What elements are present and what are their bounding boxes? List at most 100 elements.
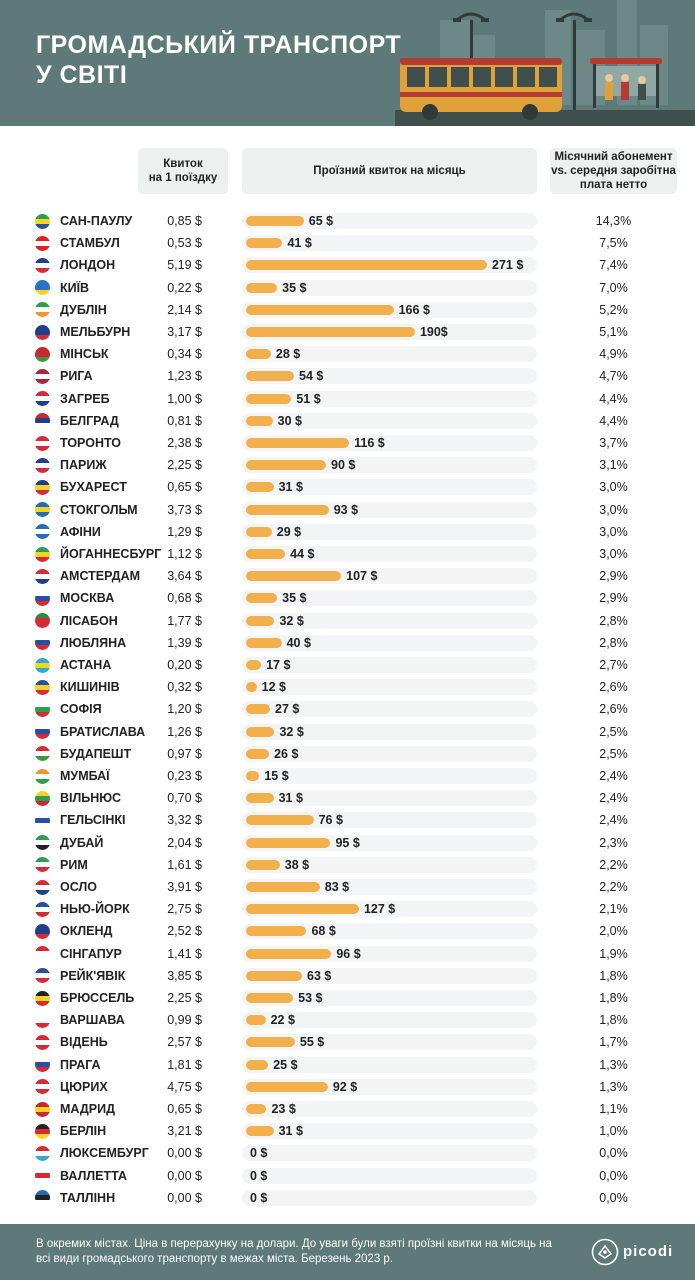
single-ticket-price: 2,14 $ (167, 302, 202, 317)
monthly-pass-value-label: 63 $ (307, 968, 332, 983)
monthly-pass-bar (246, 526, 272, 537)
salary-ratio-value: 2,1% (599, 902, 628, 917)
salary-ratio-value: 2,9% (599, 569, 628, 584)
salary-ratio-value: 4,4% (599, 413, 628, 428)
single-ticket-price: 0,68 $ (167, 591, 202, 606)
city-name: САН-ПАУЛУ (60, 214, 133, 228)
country-flag-icon (35, 590, 50, 606)
city-name: ТАЛЛІНН (60, 1190, 116, 1205)
monthly-pass-bar (246, 904, 359, 915)
salary-ratio-value: 14,3% (595, 214, 632, 228)
table-row: МЕЛЬБУРН 3,17 $ 190$ 5,1% (0, 321, 695, 343)
city-name: КИШИНІВ (60, 680, 120, 695)
monthly-pass-value-label: 35 $ (282, 280, 307, 295)
country-flag-icon (35, 235, 50, 251)
single-ticket-price: 2,38 $ (167, 436, 202, 450)
salary-ratio-value: 1,8% (599, 968, 628, 983)
monthly-pass-value-label: 29 $ (276, 524, 302, 539)
title-line-2: У СВІТІ (36, 61, 128, 89)
table-row: ВІДЕНЬ 2,57 $ 55 $ 1,7% (0, 1031, 695, 1053)
table-row: РИГА 1,23 $ 54 $ 4,7% (0, 365, 695, 387)
bar-track (242, 213, 537, 229)
salary-ratio-value: 5,2% (599, 302, 628, 317)
salary-ratio-value: 1,3% (599, 1079, 628, 1094)
city-name: КИЇВ (60, 280, 90, 295)
monthly-pass-bar (246, 593, 278, 604)
monthly-pass-value-label: 31 $ (278, 1124, 303, 1139)
bar-track (242, 1012, 537, 1029)
title-line-1: ГРОМАДСЬКИЙ ТРАНСПОРТ (36, 31, 402, 59)
salary-ratio-value: 0,0% (599, 1190, 628, 1205)
table-row: БУХАРЕСТ 0,65 $ 31 $ 3,0% (0, 476, 695, 498)
monthly-pass-value-label: 51 $ (296, 391, 321, 406)
single-ticket-price: 3,64 $ (167, 569, 202, 584)
city-name: ТОРОНТО (60, 436, 122, 450)
bar-track (242, 390, 537, 407)
table-row: МУМБАЇ 0,23 $ 15 $ 2,4% (0, 765, 695, 787)
country-flag-icon (35, 1012, 50, 1028)
bar-track (242, 701, 537, 718)
monthly-pass-bar (246, 859, 280, 870)
salary-ratio-value: 2,8% (599, 613, 628, 628)
table-row: ЦЮРИХ 4,75 $ 92 $ 1,3% (0, 1076, 695, 1098)
single-ticket-price: 1,23 $ (167, 369, 202, 384)
salary-ratio-value: 1,8% (599, 1013, 628, 1028)
single-ticket-price: 2,25 $ (167, 991, 202, 1005)
city-name: ДУБАЙ (60, 835, 104, 850)
monthly-pass-value-label: 31 $ (278, 480, 303, 495)
salary-ratio-value: 2,8% (599, 635, 628, 650)
single-ticket-price: 4,75 $ (167, 1079, 202, 1094)
monthly-pass-value-label: 41 $ (287, 236, 312, 251)
single-ticket-price: 0,23 $ (167, 769, 202, 783)
salary-ratio-value: 2,2% (599, 857, 628, 872)
monthly-pass-value-label: 22 $ (270, 1013, 295, 1028)
single-ticket-price: 1,41 $ (167, 946, 202, 961)
bar-track (242, 235, 537, 252)
monthly-pass-value-label: 38 $ (284, 857, 310, 872)
country-flag-icon (35, 1190, 50, 1206)
single-ticket-price: 0,32 $ (167, 680, 202, 695)
country-flag-icon (35, 701, 50, 717)
country-flag-icon (35, 502, 50, 518)
table-row: МАДРИД 0,65 $ 23 $ 1,1% (0, 1098, 695, 1120)
country-flag-icon (35, 546, 50, 562)
monthly-pass-bar (246, 1126, 274, 1137)
single-ticket-price: 2,25 $ (167, 458, 202, 473)
table-row: ВІЛЬНЮС 0,70 $ 31 $ 2,4% (0, 787, 695, 809)
single-ticket-price: 2,52 $ (167, 924, 202, 939)
bar-track (242, 612, 537, 629)
monthly-pass-value-label: 40 $ (286, 635, 311, 650)
single-ticket-price: 1,26 $ (167, 724, 202, 739)
salary-ratio-value: 2,5% (599, 746, 628, 761)
salary-ratio-value: 1,1% (599, 1102, 628, 1116)
monthly-pass-bar (246, 660, 262, 670)
table-row: КИШИНІВ 0,32 $ 12 $ 2,6% (0, 676, 695, 698)
monthly-pass-bar (246, 882, 320, 892)
table-row: СТАМБУЛ 0,53 $ 41 $ 7,5% (0, 232, 695, 254)
country-flag-icon (35, 1034, 50, 1050)
monthly-pass-value-label: 44 $ (290, 547, 315, 561)
salary-ratio-value: 3,7% (599, 436, 628, 450)
monthly-pass-bar (246, 216, 304, 226)
city-name: ГЕЛЬСІНКІ (60, 813, 126, 828)
single-ticket-price: 3,21 $ (167, 1124, 202, 1139)
table-row: СІНГАПУР 1,41 $ 96 $ 1,9% (0, 943, 695, 965)
salary-ratio-value: 7,0% (599, 280, 628, 295)
city-name: СІНГАПУР (60, 946, 122, 961)
monthly-pass-value-label: 35 $ (282, 591, 307, 606)
column-header-line: Квиток (163, 158, 203, 170)
city-name: ЛІСАБОН (60, 613, 118, 628)
monthly-pass-bar (246, 460, 327, 471)
table-row: ЛЮБЛЯНА 1,39 $ 40 $ 2,8% (0, 632, 695, 654)
single-ticket-price: 0,65 $ (167, 1102, 202, 1116)
salary-ratio-value: 0,0% (599, 1146, 628, 1161)
city-name: СТАМБУЛ (60, 236, 120, 251)
column-header-monthly-pass: Проїзний квиток на місяць (242, 148, 537, 194)
monthly-pass-value-label: 90 $ (331, 458, 356, 473)
bar-track (242, 523, 537, 540)
column-header-line: на 1 поїздку (148, 172, 218, 184)
single-ticket-price: 5,19 $ (167, 258, 202, 273)
table-row: РЕЙК'ЯВІК 3,85 $ 63 $ 1,8% (0, 965, 695, 987)
single-ticket-price: 1,81 $ (167, 1057, 202, 1072)
